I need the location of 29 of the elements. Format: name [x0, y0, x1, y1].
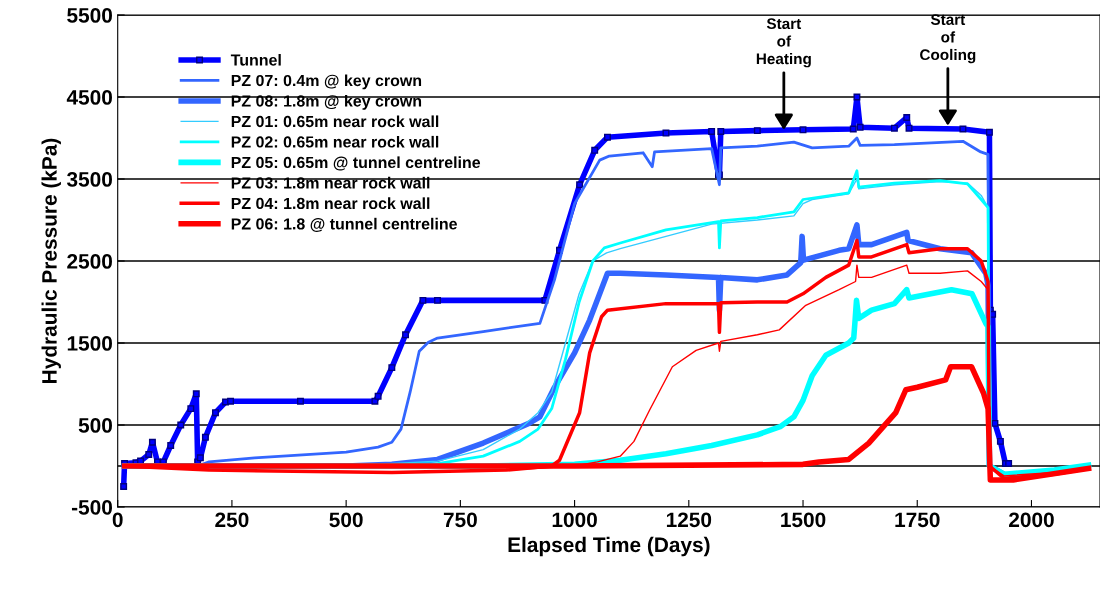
legend-label: PZ 07: 0.4m @ key crown	[231, 74, 422, 90]
legend-label: PZ 03: 1.8m near rock wall	[231, 176, 430, 189]
legend-label: PZ 08: 1.8m @ key crown	[231, 94, 422, 110]
y-tick-label: 5500	[67, 8, 112, 23]
y-tick-label: 2500	[67, 254, 112, 269]
x-tick-label: 250	[215, 512, 249, 528]
y-tick-label: 3500	[66, 172, 112, 187]
legend-label: PZ 01: 0.65m near rock wall	[231, 115, 439, 128]
y-tick-label: 1500	[67, 336, 112, 351]
x-tick-label: 1250	[666, 512, 712, 528]
x-tick-label: 1500	[781, 512, 826, 528]
x-tick-label: 2000	[1009, 512, 1054, 528]
y-tick-label: 500	[78, 418, 112, 433]
x-axis-title: Elapsed Time (Days)	[508, 536, 710, 557]
legend-label: Tunnel	[230, 53, 281, 66]
legend-label: PZ 06: 1.8 @ tunnel centreline	[231, 217, 457, 232]
x-tick-label: 0	[112, 512, 123, 528]
x-tick-label: 1750	[895, 512, 940, 528]
x-tick-label: 500	[329, 512, 363, 528]
annotation: Start of Heating	[756, 18, 811, 68]
x-tick-label: 750	[443, 512, 477, 528]
annotation: Start of Cooling	[920, 14, 976, 64]
y-axis-title: Hydraulic Pressure (kPa)	[41, 138, 61, 383]
legend-label: PZ 02: 0.65m near rock wall	[231, 135, 439, 148]
x-tick-label: 1000	[552, 512, 597, 528]
y-tick-label: 4500	[66, 90, 112, 105]
legend-label: PZ 04: 1.8m near rock wall	[231, 197, 430, 210]
y-tick-label: -500	[71, 500, 112, 515]
legend-label: PZ 05: 0.65m @ tunnel centreline	[231, 156, 481, 171]
